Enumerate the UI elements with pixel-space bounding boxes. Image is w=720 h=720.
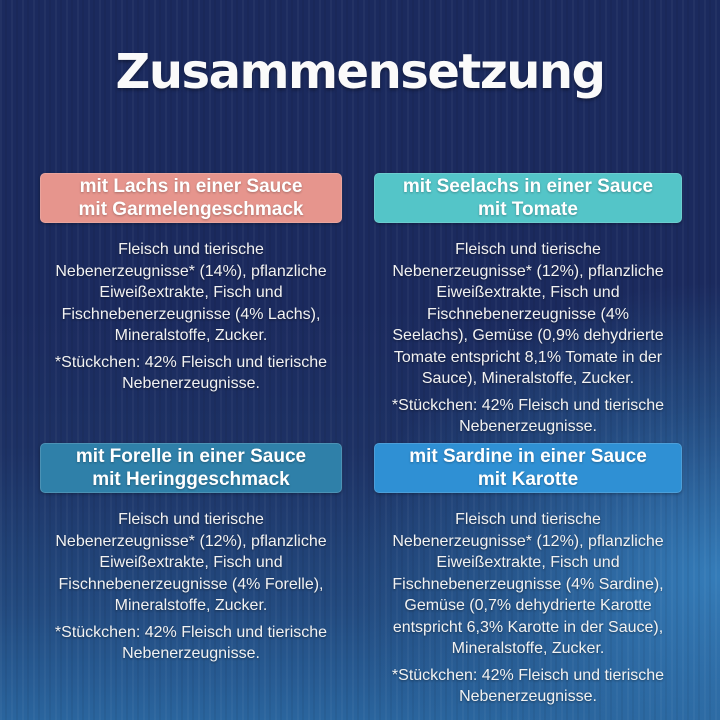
footnote-text-seelachs: *Stückchen: 42% Fleisch und tierische Neb… [391,396,665,436]
header-badge-sardine: mit Sardine in einer Sauce mit Karotte [374,443,682,493]
section-lachs: mit Lachs in einer Sauce mit Garmelengesc… [40,173,342,395]
section-seelachs: mit Seelachs in einer Sauce mit Tomate Fl… [374,173,682,438]
footnote-text-forelle: *Stückchen: 42% Fleisch und tierische Neb… [54,623,328,663]
footnote-text-sardine: *Stückchen: 42% Fleisch und tierische Neb… [391,666,665,706]
ingredients-text-seelachs: Fleisch und tierische Nebenerzeugnisse* (… [392,241,664,387]
header-badge-forelle: mit Forelle in einer Sauce mit Heringgesc… [40,443,342,493]
ingredients-text-forelle: Fleisch und tierische Nebenerzeugnisse* (… [55,511,327,614]
header-badge-seelachs: mit Seelachs in einer Sauce mit Tomate [374,173,682,223]
header-badge-lachs: mit Lachs in einer Sauce mit Garmelengesc… [40,173,342,223]
ingredients-text-sardine: Fleisch und tierische Nebenerzeugnisse* (… [392,511,664,657]
ingredients-text-lachs: Fleisch und tierische Nebenerzeugnisse* (… [55,241,327,344]
footnote-text-lachs: *Stückchen: 42% Fleisch und tierische Neb… [54,353,328,393]
section-forelle: mit Forelle in einer Sauce mit Heringgesc… [40,443,342,665]
section-sardine: mit Sardine in einer Sauce mit Karotte Fl… [374,443,682,708]
page-title: Zusammensetzung [115,44,606,100]
